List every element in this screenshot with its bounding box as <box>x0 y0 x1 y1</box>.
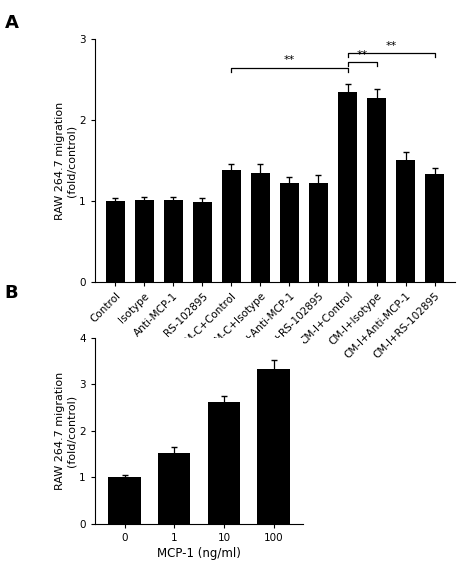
Bar <box>106 201 125 282</box>
Bar <box>257 369 290 524</box>
Bar <box>109 477 141 524</box>
Bar <box>425 174 444 282</box>
Y-axis label: RAW 264.7 migration
(fold/control): RAW 264.7 migration (fold/control) <box>55 372 76 490</box>
Bar <box>222 170 241 282</box>
Text: **: ** <box>284 55 295 65</box>
Bar <box>309 183 328 282</box>
Bar <box>280 183 299 282</box>
Text: **: ** <box>356 50 368 60</box>
Bar <box>135 200 154 282</box>
Bar <box>367 97 386 282</box>
Text: A: A <box>5 14 18 32</box>
Bar <box>193 202 212 282</box>
X-axis label: MCP-1 (ng/ml): MCP-1 (ng/ml) <box>157 547 241 560</box>
Bar <box>158 453 191 524</box>
Bar <box>251 173 270 282</box>
Y-axis label: RAW 264.7 migration
(fold/control): RAW 264.7 migration (fold/control) <box>55 101 76 220</box>
Bar <box>164 200 182 282</box>
Bar <box>396 160 415 282</box>
Text: B: B <box>5 284 18 302</box>
Text: **: ** <box>385 41 397 51</box>
Bar <box>208 402 240 524</box>
Bar <box>338 92 357 282</box>
